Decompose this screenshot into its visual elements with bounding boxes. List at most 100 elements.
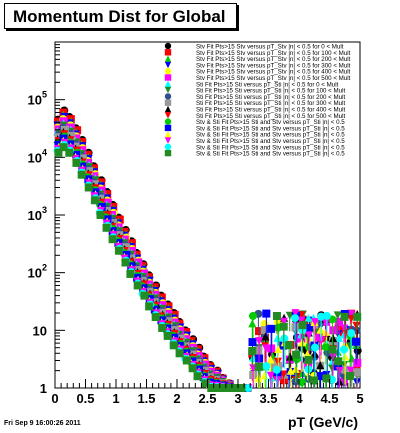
legend-entry: Sti Fit Pts>15 Sti versus pT_Sti |n| < 0… [196,100,345,107]
legend-entry: Stv & Sti Fit Pts>15 Sti and Stv versus … [196,138,345,145]
data-point [255,327,264,336]
data-point [329,334,338,343]
data-point [316,372,325,381]
data-point [188,364,197,373]
data-point [72,158,81,167]
data-point [346,366,355,375]
data-point [291,309,300,318]
data-point [84,158,93,167]
data-point [352,337,361,346]
x-axis-label: pT (GeV/c) [288,414,358,430]
data-point [274,345,283,354]
y-tick-label: 103 [28,205,47,223]
data-point [103,198,112,207]
x-tick-label: 4.5 [320,391,338,406]
data-point [291,314,300,323]
data-point [151,313,160,322]
x-tick-label: 5 [356,391,363,406]
x-tick-label: 2.5 [198,391,216,406]
legend-entry: Stv Fit Pts>15 Stv versus pT_Stv |n| < 0… [196,75,351,82]
data-point [78,154,87,163]
data-point [237,384,246,392]
legend: Stv Fit Pts>15 Stv versus pT_Stv |n| < 0… [164,42,351,158]
x-tick-label: 3 [234,391,241,406]
x-tick-label: 1 [112,391,119,406]
legend-entry: Stv Fit Pts>15 Stv versus pT_Stv |n| < 0… [196,56,351,63]
data-point [248,311,257,320]
data-point [262,362,271,371]
data-point [272,365,281,374]
data-point [169,341,178,350]
data-point [212,384,221,392]
legend-entry: Stv Fit Pts>15 Stv versus pT_Stv |n| < 0… [196,69,351,76]
data-point [340,345,349,354]
x-tick-label: 0 [51,391,58,406]
data-point [327,358,336,367]
data-point [346,310,355,319]
x-tick-label: 1.5 [137,391,155,406]
x-tick-label: 4 [295,391,303,406]
legend-marker [164,80,172,87]
data-point [96,211,105,219]
data-point [254,346,263,355]
data-point [175,349,184,358]
data-point [273,333,282,342]
data-point [254,362,263,371]
data-point [140,291,149,300]
data-point [352,368,361,377]
data-point [268,360,277,369]
data-point [322,318,331,327]
data-point [54,148,63,157]
data-point [341,352,350,361]
legend-marker [164,55,172,62]
legend-marker [164,105,172,113]
data-point [114,246,123,255]
legend-marker [164,93,172,100]
data-point [77,170,86,179]
data-point [65,148,74,157]
data-point [292,350,301,359]
legend-entry: Stv & Sti Fit Pts>15 Sti and Stv versus … [196,144,345,151]
data-point [163,331,172,340]
legend-entry: Sti Fit Pts>15 Sti versus pT_Sti |n| < 0… [196,94,345,101]
legend-marker [164,49,172,56]
legend-marker [164,68,172,75]
data-point [329,352,338,361]
data-point [328,345,337,354]
data-point [279,317,288,326]
legend-entry: Stv & Sti Fit Pts>15 Sti and Stv versus … [196,151,345,158]
data-point [346,372,355,381]
data-point [260,326,269,335]
legend-entry: Stv Fit Pts>15 Stv versus pT_Stv |n| < 0… [196,50,351,57]
y-tick-label: 104 [28,147,47,165]
data-point [303,349,312,358]
data-point [340,312,349,321]
legend-marker [164,124,172,132]
data-point [108,235,117,244]
data-point [334,357,343,366]
data-point [121,258,130,267]
legend-marker [164,137,172,144]
data-point [267,324,276,333]
data-point [304,324,313,333]
legend-entry: Stv Fit Pts>15 Stv versus pT_Stv |n| < 0… [196,44,344,51]
legend-entry: Sti Fit Pts>15 Sti versus pT_Sti |n| < 0… [196,107,345,114]
data-point [158,323,167,332]
data-point [230,384,239,392]
y-tick-label: 102 [28,263,47,281]
data-point [266,371,275,380]
data-point [97,202,106,211]
data-point [248,346,257,355]
y-tick-label: 10 [33,323,47,338]
data-point [297,316,306,325]
legend-marker [164,86,172,94]
data-point [304,355,313,364]
chart-title: Momentum Dist for Global [13,7,226,26]
data-point [207,384,216,392]
data-point [90,196,99,205]
x-tick-label: 2 [173,391,180,406]
data-point [329,326,338,335]
data-markers [53,106,362,392]
data-point [304,313,313,322]
timestamp-footer: Fri Sep 9 16:00:26 2011 [4,420,81,427]
